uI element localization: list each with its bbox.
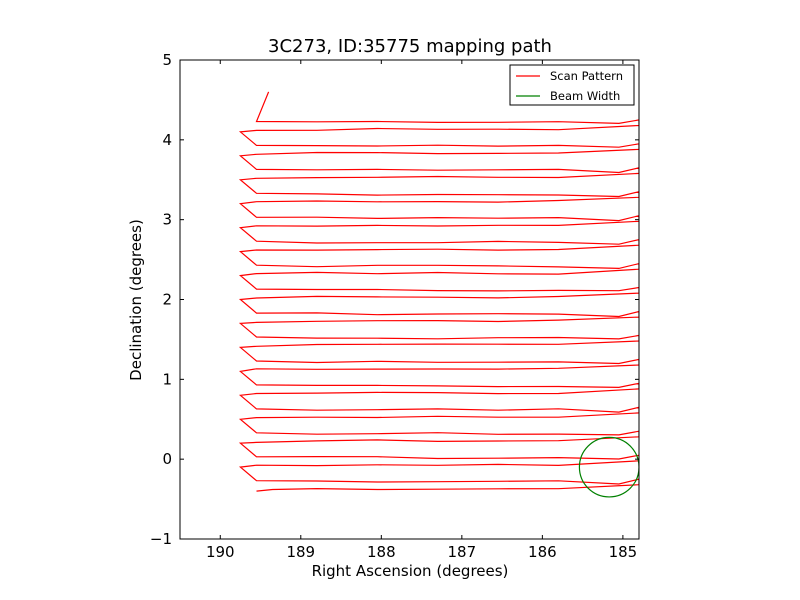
y-tick-label-1: 0 <box>162 450 172 468</box>
y-tick-label-4: 3 <box>162 211 172 229</box>
y-tick-label-5: 4 <box>162 131 172 149</box>
x-axis-label: Right Ascension (degrees) <box>312 562 509 580</box>
x-tick-label-1: 189 <box>286 543 315 561</box>
scan-pattern-line <box>238 91 639 492</box>
y-tick-label-2: 1 <box>162 370 172 388</box>
chart-title: 3C273, ID:35775 mapping path <box>268 36 552 57</box>
beam-width-circle <box>578 436 639 498</box>
x-tick-label-3: 187 <box>448 543 477 561</box>
x-tick-label-5: 185 <box>609 543 638 561</box>
y-tick-label-6: 5 <box>162 51 172 69</box>
y-tick-label-3: 2 <box>162 291 172 309</box>
legend-box <box>509 64 635 106</box>
x-tick-label-0: 190 <box>206 543 235 561</box>
axes: 190 189 188 187 186 185 −1 0 1 2 3 4 5 <box>150 51 639 561</box>
legend-label-beam-width: Beam Width <box>550 89 620 103</box>
y-axis-label: Declination (degrees) <box>127 219 145 381</box>
y-tick-label-0: −1 <box>150 530 172 548</box>
plot-frame <box>179 59 640 540</box>
plot-area <box>238 91 639 498</box>
legend-label-scan-pattern: Scan Pattern <box>550 69 623 83</box>
x-tick-label-2: 188 <box>367 543 396 561</box>
x-tick-label-4: 186 <box>528 543 557 561</box>
legend: Scan Pattern Beam Width <box>509 64 635 106</box>
